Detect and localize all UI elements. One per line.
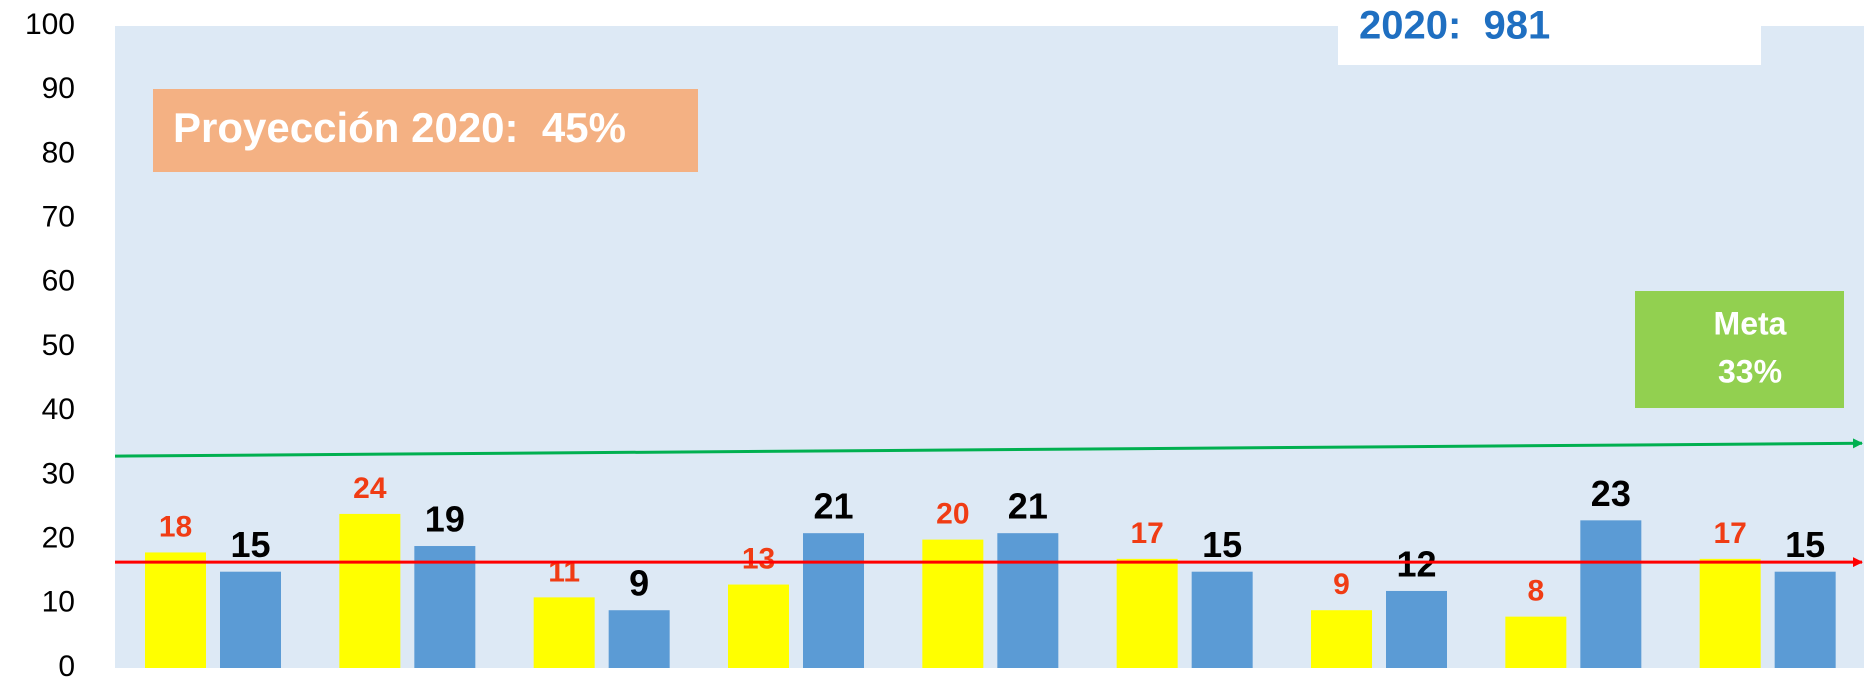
annotation-box <box>153 89 698 172</box>
bar <box>533 597 595 668</box>
y-tick-label: 70 <box>42 201 75 234</box>
data-label: 12 <box>1396 543 1436 584</box>
data-label: 11 <box>548 555 580 588</box>
bar <box>145 552 206 668</box>
annotation: 2020: 981 <box>1359 4 1550 48</box>
bar <box>803 533 864 668</box>
bar <box>922 539 984 668</box>
bar <box>728 584 789 668</box>
annotation-box <box>1338 0 1761 65</box>
data-label: 9 <box>629 563 649 604</box>
data-label: 19 <box>425 499 465 540</box>
data-label: 21 <box>813 486 853 527</box>
bar <box>220 571 281 668</box>
data-label: 15 <box>1785 524 1825 565</box>
data-label: 21 <box>1008 486 1048 527</box>
data-label: 15 <box>230 524 270 565</box>
bar <box>997 533 1059 668</box>
y-tick-label: 20 <box>42 522 75 555</box>
annotation-box <box>1635 291 1844 408</box>
data-label: 23 <box>1591 473 1631 514</box>
y-tick-label: 80 <box>42 136 75 169</box>
bar <box>1191 571 1253 668</box>
annotation: Proyección 2020: 45% <box>173 104 626 151</box>
bar <box>608 610 670 668</box>
bar <box>339 513 401 668</box>
data-label: 24 <box>353 472 387 505</box>
bar <box>1580 520 1642 668</box>
data-label: 13 <box>742 542 775 575</box>
y-tick-label: 40 <box>42 393 75 426</box>
y-tick-label: 10 <box>42 586 75 619</box>
y-tick-label: 60 <box>42 265 75 298</box>
y-tick-label: 0 <box>58 650 75 682</box>
plot: 0 10 20 30 40 50 60 70 80 90 100 18 24 11 13 20 17 9 8 17 15… <box>25 8 1863 682</box>
y-tick-label: 50 <box>42 329 75 362</box>
bar <box>1505 616 1567 668</box>
reference-line <box>114 438 1863 458</box>
data-label: 18 <box>159 510 192 543</box>
annotation: Meta <box>1714 305 1787 341</box>
annotation: 33% <box>1718 353 1782 389</box>
data-label: 15 <box>1202 524 1242 565</box>
bar <box>414 546 476 668</box>
data-label: 17 <box>1713 517 1746 550</box>
y-tick-label: 90 <box>42 72 75 105</box>
bar <box>1699 558 1761 668</box>
y-tick-label: 100 <box>25 8 75 41</box>
bar <box>1774 571 1836 668</box>
bar <box>1311 610 1372 668</box>
bar <box>1116 558 1178 668</box>
data-label: 17 <box>1130 517 1163 550</box>
y-tick-label: 30 <box>42 457 75 490</box>
bar <box>1386 590 1447 668</box>
data-label: 8 <box>1527 575 1544 608</box>
data-label: 20 <box>936 498 969 531</box>
data-label: 9 <box>1333 568 1350 601</box>
